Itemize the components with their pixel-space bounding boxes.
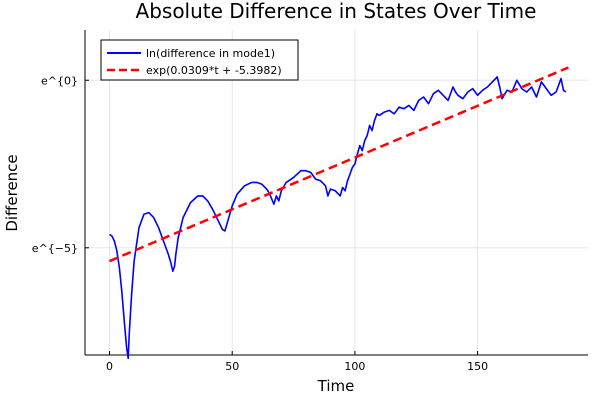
y-axis-label: Difference bbox=[3, 154, 21, 231]
x-tick-label: 50 bbox=[225, 360, 239, 373]
x-tick-label: 150 bbox=[467, 360, 488, 373]
legend-label-fit: exp(0.0309*t + -5.3982) bbox=[146, 64, 282, 77]
series-line-mode1 bbox=[109, 76, 567, 360]
legend-box bbox=[100, 39, 299, 81]
ticks: 0 50 100 150 e^{0} e^{−5} bbox=[32, 74, 488, 373]
legend-label-mode1: ln(difference in mode1) bbox=[146, 47, 275, 60]
y-tick-label: e^{0} bbox=[41, 74, 78, 87]
x-tick-label: 0 bbox=[106, 360, 113, 373]
x-tick-label: 100 bbox=[344, 360, 365, 373]
series-group bbox=[109, 66, 569, 360]
chart-title: Absolute Difference in States Over Time bbox=[136, 0, 537, 23]
x-axis-label: Time bbox=[317, 377, 355, 395]
legend: ln(difference in mode1) exp(0.0309*t + -… bbox=[100, 39, 299, 81]
y-tick-label: e^{−5} bbox=[32, 242, 78, 255]
